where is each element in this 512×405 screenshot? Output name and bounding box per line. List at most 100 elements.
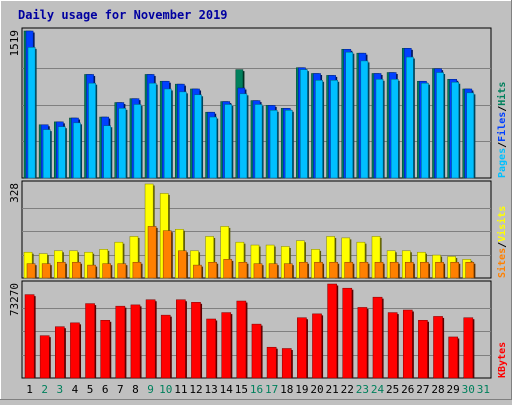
bar-kbytes-day-17 bbox=[266, 346, 277, 379]
bar-sites-day-12 bbox=[193, 264, 202, 279]
day-label-28: 28 bbox=[431, 383, 444, 396]
bar-pages-day-29 bbox=[451, 81, 459, 179]
bar-kbytes-day-10 bbox=[160, 314, 171, 379]
bar-kbytes-day-15 bbox=[236, 300, 247, 379]
day-label-21: 21 bbox=[326, 383, 339, 396]
bar-kbytes-day-12 bbox=[191, 302, 201, 379]
day-label-16: 16 bbox=[250, 383, 263, 396]
legend-separator: / bbox=[497, 242, 508, 248]
bar-kbytes-day-8 bbox=[130, 304, 141, 379]
day-label-1: 1 bbox=[26, 383, 33, 396]
bar-pages-day-26 bbox=[405, 56, 414, 179]
bar-kbytes-day-24 bbox=[372, 296, 383, 379]
bar-pages-day-23 bbox=[360, 60, 369, 179]
bar-sites-day-6 bbox=[102, 263, 112, 279]
bar-kbytes-day-7 bbox=[115, 305, 126, 379]
bar-pages-day-9 bbox=[148, 82, 157, 179]
bar-pages-day-13 bbox=[209, 116, 217, 179]
day-label-15: 15 bbox=[235, 383, 248, 396]
bar-sites-day-15 bbox=[238, 261, 248, 279]
bar-sites-day-27 bbox=[420, 261, 429, 279]
day-label-27: 27 bbox=[416, 383, 429, 396]
bar-kbytes-day-19 bbox=[297, 317, 307, 379]
day-label-11: 11 bbox=[174, 383, 187, 396]
bar-pages-day-2 bbox=[42, 129, 51, 179]
bar-pages-day-14 bbox=[224, 104, 233, 179]
bar-pages-day-12 bbox=[194, 94, 202, 179]
day-label-7: 7 bbox=[117, 383, 124, 396]
bar-kbytes-day-1 bbox=[24, 294, 35, 379]
day-label-5: 5 bbox=[87, 383, 94, 396]
panel-sites-visits: 328 Sites/Visits bbox=[8, 180, 508, 279]
bar-sites-day-2 bbox=[41, 263, 51, 279]
bar-sites-day-30 bbox=[465, 261, 475, 279]
legend-visits: Visits bbox=[496, 206, 508, 242]
y-max-label: 73270 bbox=[8, 283, 21, 316]
bar-kbytes-day-9 bbox=[145, 299, 156, 379]
bar-kbytes-day-23 bbox=[357, 307, 368, 379]
bar-pages-day-10 bbox=[163, 88, 172, 179]
bar-pages-day-27 bbox=[421, 82, 429, 179]
day-label-6: 6 bbox=[102, 383, 109, 396]
bar-kbytes-day-28 bbox=[433, 316, 443, 379]
bar-sites-day-4 bbox=[72, 261, 81, 279]
bar-pages-day-7 bbox=[118, 108, 127, 179]
day-label-13: 13 bbox=[204, 383, 217, 396]
y-max-label: 328 bbox=[8, 183, 21, 203]
bar-sites-day-14 bbox=[223, 259, 233, 279]
day-label-30: 30 bbox=[462, 383, 475, 396]
day-label-4: 4 bbox=[72, 383, 79, 396]
day-label-29: 29 bbox=[447, 383, 460, 396]
day-label-9: 9 bbox=[147, 383, 154, 396]
bar-kbytes-day-25 bbox=[387, 312, 398, 379]
bar-sites-day-20 bbox=[314, 261, 323, 279]
bar-pages-day-21 bbox=[330, 80, 338, 179]
y-max-label: 1519 bbox=[8, 30, 21, 57]
bar-pages-day-28 bbox=[436, 72, 444, 179]
bar-kbytes-day-6 bbox=[100, 320, 111, 379]
bar-kbytes-day-21 bbox=[327, 283, 337, 379]
bar-kbytes-day-27 bbox=[418, 320, 428, 379]
bar-sites-day-13 bbox=[208, 261, 217, 279]
bar-kbytes-day-14 bbox=[221, 312, 232, 379]
bar-pages-day-22 bbox=[345, 51, 354, 179]
bar-pages-day-6 bbox=[103, 125, 112, 179]
day-label-18: 18 bbox=[280, 383, 293, 396]
day-label-10: 10 bbox=[159, 383, 172, 396]
bar-pages-day-16 bbox=[254, 104, 263, 179]
bar-sites-day-3 bbox=[57, 261, 66, 279]
chart-title: Daily usage for November 2019 bbox=[18, 8, 228, 22]
bar-sites-day-8 bbox=[132, 261, 142, 279]
legend: Pages/Files/Hits bbox=[496, 82, 508, 178]
bar-kbytes-day-29 bbox=[448, 336, 458, 379]
day-label-23: 23 bbox=[356, 383, 369, 396]
legend-pages: Pages bbox=[497, 148, 508, 178]
bar-kbytes-day-11 bbox=[176, 299, 186, 379]
bar-pages-day-18 bbox=[284, 110, 293, 179]
panel-pages-files-hits: 1519 Pages/Files/Hits bbox=[8, 27, 508, 179]
day-label-25: 25 bbox=[386, 383, 399, 396]
day-label-17: 17 bbox=[265, 383, 278, 396]
bar-sites-day-5 bbox=[87, 264, 96, 279]
bar-pages-day-5 bbox=[88, 82, 96, 179]
day-label-8: 8 bbox=[132, 383, 139, 396]
legend-sites: Sites bbox=[496, 248, 508, 278]
day-label-31: 31 bbox=[477, 383, 490, 396]
bar-pages-day-1 bbox=[27, 47, 36, 179]
bar-sites-day-10 bbox=[162, 230, 172, 279]
bar-pages-day-30 bbox=[466, 92, 475, 179]
bar-sites-day-21 bbox=[329, 261, 338, 279]
bar-kbytes-day-2 bbox=[39, 335, 50, 379]
bar-kbytes-day-18 bbox=[281, 348, 292, 379]
legend: KBytes bbox=[497, 342, 508, 378]
bar-sites-day-25 bbox=[389, 261, 399, 279]
bar-sites-day-17 bbox=[268, 263, 278, 279]
day-label-26: 26 bbox=[401, 383, 414, 396]
day-label-24: 24 bbox=[371, 383, 385, 396]
day-label-3: 3 bbox=[57, 383, 64, 396]
bar-pages-day-11 bbox=[179, 91, 187, 179]
panel-kbytes: 73270 KBytes bbox=[8, 280, 508, 379]
bar-kbytes-day-3 bbox=[55, 326, 65, 379]
